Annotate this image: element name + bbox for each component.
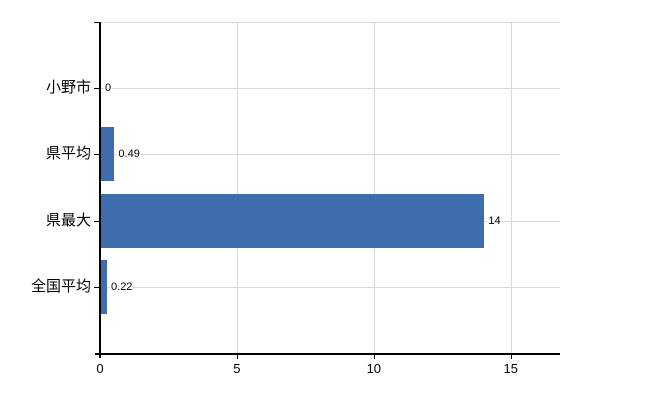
gridline-h xyxy=(100,88,560,90)
gridline-v xyxy=(373,22,375,353)
category-label: 県平均 xyxy=(45,145,91,163)
y-axis-tick xyxy=(94,88,100,90)
bar-value-label: 0.49 xyxy=(117,147,141,162)
category-label: 県最大 xyxy=(45,211,91,229)
y-axis-line xyxy=(99,22,101,358)
gridline-h xyxy=(100,286,560,288)
x-axis-tick-label: 15 xyxy=(503,361,518,376)
x-axis-tick xyxy=(373,354,375,359)
x-axis-tick-label: 5 xyxy=(233,361,241,376)
gridline-h xyxy=(100,22,560,23)
bar-value-label: 0.22 xyxy=(110,279,134,294)
x-axis-tick-label: 0 xyxy=(96,361,104,376)
y-axis-tick xyxy=(94,22,100,23)
y-axis-tick xyxy=(94,220,100,222)
x-axis-tick-label: 10 xyxy=(366,361,382,376)
category-label: 全国平均 xyxy=(30,277,91,295)
x-axis-line xyxy=(95,353,560,355)
bar-value-label: 14 xyxy=(487,213,502,228)
bar xyxy=(101,259,108,314)
y-axis-tick xyxy=(94,286,100,288)
gridline-v xyxy=(236,22,238,353)
x-axis-tick xyxy=(510,354,512,359)
category-label: 小野市 xyxy=(45,79,91,97)
bar xyxy=(101,193,485,248)
y-axis-tick xyxy=(94,154,100,156)
gridline-v xyxy=(510,22,512,353)
bar-value-label: 0 xyxy=(104,81,113,96)
bar xyxy=(101,127,115,182)
x-axis-tick xyxy=(236,354,238,359)
gridline-h xyxy=(100,154,560,156)
plot-area: 0 0.49 14 0.22 xyxy=(100,22,560,353)
